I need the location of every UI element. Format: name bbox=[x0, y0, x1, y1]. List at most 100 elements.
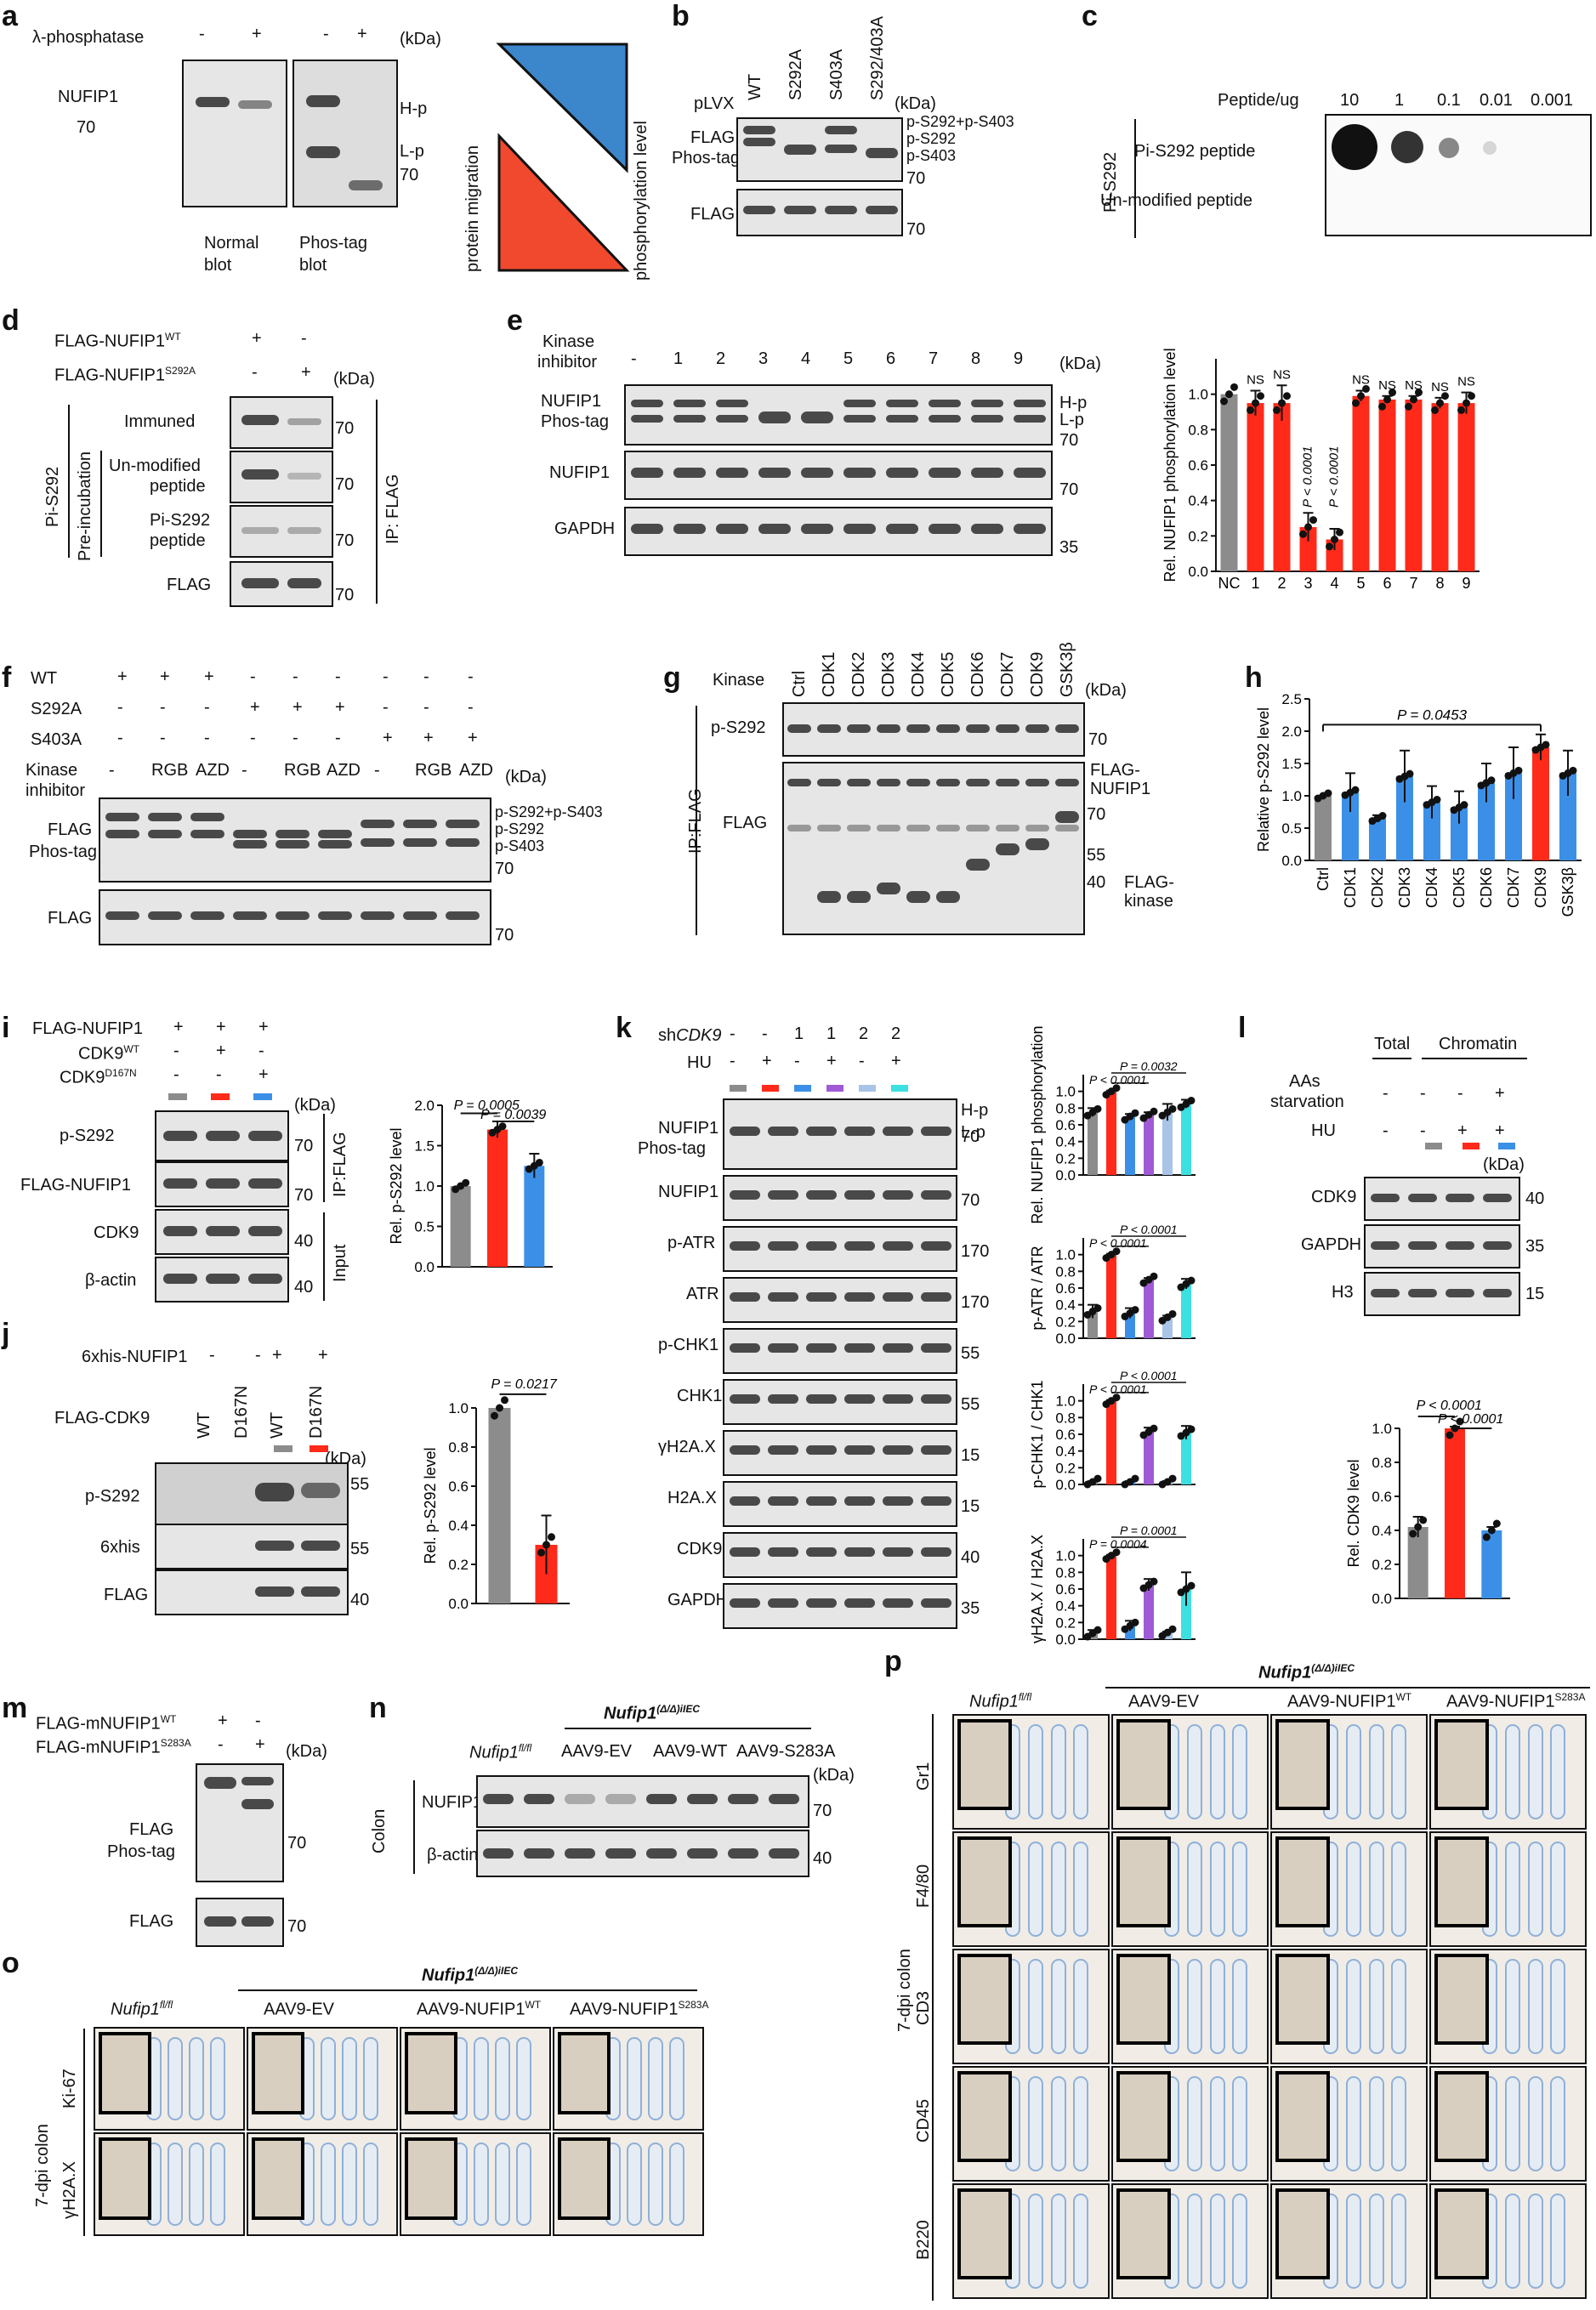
y-tick-label-2: 0.4 bbox=[1055, 1598, 1076, 1615]
f-sign: - bbox=[468, 698, 474, 717]
k-band bbox=[806, 1598, 837, 1608]
data-point bbox=[1131, 1474, 1139, 1483]
e-band bbox=[929, 524, 961, 534]
o-inset bbox=[558, 2032, 611, 2114]
d-pre: Pre-incubation bbox=[76, 451, 94, 561]
data-point bbox=[1112, 1393, 1121, 1402]
f-sign: + bbox=[468, 729, 478, 747]
panel-letter-e: e bbox=[507, 304, 523, 337]
l-band bbox=[1371, 1289, 1400, 1297]
data-point bbox=[1415, 389, 1423, 397]
data-point bbox=[1414, 1523, 1423, 1531]
c-header: Peptide/ug bbox=[1218, 91, 1299, 110]
o-crypt bbox=[189, 2037, 204, 2120]
data-point bbox=[1436, 399, 1444, 407]
p-crypt bbox=[1504, 2194, 1520, 2289]
f-b2: p-S292 bbox=[495, 820, 545, 837]
k-sh-sign: 2 bbox=[891, 1024, 901, 1043]
o-inset bbox=[252, 2032, 304, 2114]
f-phos-blot bbox=[99, 797, 491, 883]
p-inset bbox=[1116, 1836, 1171, 1927]
g-band bbox=[1025, 779, 1049, 786]
k-annot-0: P = 0.0001 bbox=[1120, 1524, 1178, 1537]
i-sign-grid: + + + - + - - - + bbox=[167, 1019, 277, 1095]
k-hu-sign: + bbox=[762, 1052, 772, 1070]
g-band bbox=[847, 825, 871, 831]
bar-e-7 bbox=[1405, 399, 1423, 571]
k-annot-1: P = 0.0004 bbox=[1089, 1537, 1147, 1551]
p-crypt bbox=[1073, 2076, 1089, 2171]
b-flag-blot bbox=[736, 189, 903, 236]
p-histology-grid bbox=[952, 1714, 1590, 2301]
k-row-mw-5: 55 bbox=[961, 1395, 980, 1414]
m-s1a: + bbox=[218, 1711, 228, 1730]
k-band bbox=[844, 1343, 875, 1353]
y-tick-label-0: 0.0 bbox=[448, 1596, 469, 1612]
data-point bbox=[1187, 1096, 1196, 1104]
k-row-mw-6: 15 bbox=[961, 1446, 980, 1465]
p-crypt bbox=[1073, 2194, 1089, 2289]
p-crypt bbox=[1186, 1724, 1202, 1819]
p-hist-cell bbox=[952, 1949, 1110, 2064]
f-treat-7: RGB bbox=[415, 761, 452, 780]
p-inset bbox=[1275, 2071, 1330, 2162]
f-flag: FLAG bbox=[48, 820, 93, 839]
bar-e-2 bbox=[1273, 403, 1291, 571]
k-blot-6 bbox=[723, 1430, 957, 1476]
y-tick-label-4: 0.8 bbox=[1055, 1100, 1076, 1116]
k-row-mw-4: 55 bbox=[961, 1344, 980, 1363]
i-band bbox=[248, 1274, 282, 1284]
y-tick-label-4: 2.0 bbox=[1281, 724, 1302, 740]
e-phos-band bbox=[886, 415, 918, 423]
bar-h-2 bbox=[1369, 818, 1386, 860]
p-crypt bbox=[1232, 1959, 1248, 2054]
k-band bbox=[844, 1496, 875, 1506]
f-sign: - bbox=[383, 698, 389, 717]
panel-letter-k: k bbox=[616, 1012, 632, 1044]
f-sign: - bbox=[117, 698, 123, 717]
l-row-label-1: GAPDH bbox=[1301, 1235, 1362, 1254]
data-point bbox=[1131, 1109, 1139, 1117]
b-phos-blot bbox=[736, 117, 903, 182]
f-mw2: 70 bbox=[495, 926, 514, 945]
data-point bbox=[1093, 1304, 1102, 1313]
j-s2: + bbox=[272, 1346, 282, 1365]
x-tick-label-3: 3 bbox=[1303, 575, 1312, 592]
p-crypt bbox=[1391, 2194, 1407, 2289]
x-tick-label-1: 1 bbox=[1251, 575, 1259, 592]
bar-l-1 bbox=[1445, 1428, 1465, 1598]
p-hist-cell bbox=[1270, 2066, 1428, 2182]
k-band bbox=[883, 1343, 913, 1353]
n-band bbox=[605, 1848, 636, 1859]
k-row-mw-2: 170 bbox=[961, 1242, 990, 1261]
p-crypt bbox=[1504, 1959, 1520, 2054]
f-sign: + bbox=[383, 729, 393, 747]
g-ip: IP:FLAG bbox=[686, 788, 705, 854]
k-band bbox=[806, 1241, 837, 1251]
e-lane-4: 4 bbox=[801, 349, 811, 368]
o-crypt bbox=[189, 2143, 204, 2226]
p-genotype: Nufip1(Δ/Δ)iIEC bbox=[1258, 1662, 1355, 1683]
f-sign: - bbox=[293, 729, 298, 747]
k-row-mw-0: 70 bbox=[961, 1127, 980, 1146]
panel-letter-f: f bbox=[2, 661, 12, 694]
e-phos-band bbox=[843, 415, 876, 423]
p-column-headers: Nufip1fl/fl AAV9-EV AAV9-NUFIP1WT AAV9-NUFI… bbox=[952, 1692, 1590, 1717]
k-band bbox=[768, 1598, 798, 1608]
e-band bbox=[801, 468, 833, 478]
f-band bbox=[446, 820, 480, 828]
e-kin1: Kinase bbox=[542, 332, 595, 351]
d-wt: FLAG-NUFIP1WT bbox=[54, 331, 181, 351]
panel-letter-d: d bbox=[2, 304, 20, 337]
y-axis-label: Rel. NUFIP1 phosphorylation bbox=[1029, 1025, 1046, 1223]
y-tick-label-2: 0.4 bbox=[1372, 1523, 1392, 1539]
g-band bbox=[906, 724, 930, 733]
y-tick-label-1: 0.2 bbox=[448, 1557, 469, 1573]
o-side: 7-dpi colon bbox=[33, 2124, 52, 2207]
p-hist-cell bbox=[1429, 2183, 1587, 2299]
y-tick-label-1: 0.5 bbox=[1281, 820, 1302, 837]
y-tick-label-3: 0.6 bbox=[1372, 1489, 1392, 1505]
j-blot-3 bbox=[155, 1569, 349, 1615]
j-band bbox=[301, 1586, 340, 1597]
k-blot-9 bbox=[723, 1583, 957, 1629]
